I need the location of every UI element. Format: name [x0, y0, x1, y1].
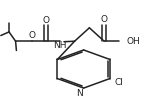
Text: O: O: [42, 16, 49, 25]
Text: OH: OH: [126, 37, 140, 46]
Text: O: O: [101, 15, 108, 24]
Text: Cl: Cl: [114, 78, 123, 87]
Text: N: N: [76, 89, 83, 98]
Text: NH: NH: [53, 41, 67, 50]
Text: O: O: [29, 31, 35, 40]
